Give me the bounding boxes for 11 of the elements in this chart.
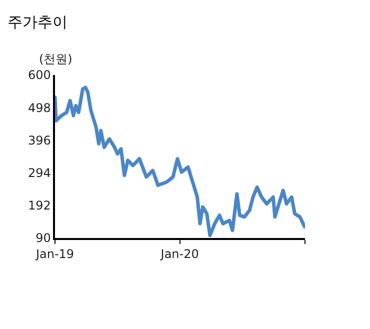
x-tick-label: Jan-20 [160,247,199,262]
line-series [55,86,305,238]
y-axis-title: (천원) [39,52,72,66]
y-tick-label: 192 [28,198,51,213]
y-tick-label: 498 [28,100,51,115]
chart-title: 주가추이 [7,12,68,31]
x-tick-label: Jan-19 [34,247,74,262]
y-tick-label: 600 [28,68,51,82]
y-tick-label: 396 [28,133,51,148]
y-tick-label: 90 [36,231,51,246]
y-tick-label: 294 [28,166,51,180]
